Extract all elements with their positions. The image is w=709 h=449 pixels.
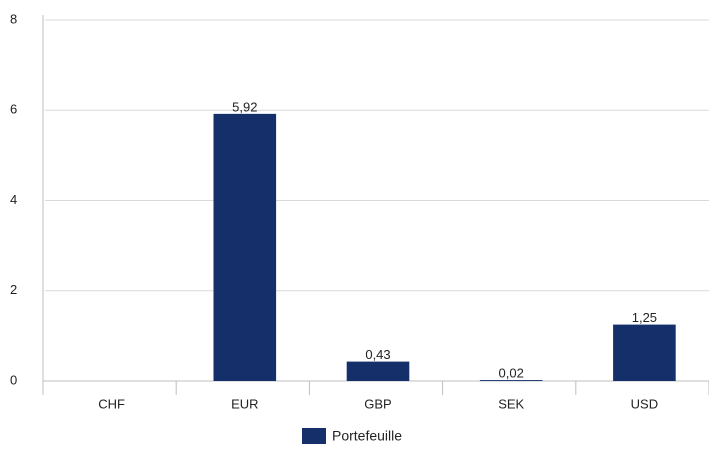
- y-tick-label: 4: [10, 192, 17, 207]
- data-label: 1,25: [632, 310, 657, 325]
- x-tick-label: USD: [631, 396, 658, 411]
- data-label: 5,92: [232, 99, 257, 114]
- y-tick-label: 8: [10, 11, 17, 26]
- x-tick-label: GBP: [364, 396, 391, 411]
- y-tick-label: 2: [10, 282, 17, 297]
- bar: [346, 361, 410, 381]
- x-tick-label: CHF: [98, 396, 125, 411]
- bar: [613, 324, 676, 381]
- data-label: 0,43: [365, 347, 390, 362]
- x-tick-label: EUR: [231, 396, 258, 411]
- bar: [213, 113, 277, 382]
- bar: [479, 380, 543, 381]
- legend-swatch: [302, 428, 326, 444]
- legend-label: Portefeuille: [332, 428, 402, 444]
- y-tick-label: 6: [10, 102, 17, 117]
- x-tick-label: SEK: [498, 396, 524, 411]
- data-label: 0,02: [499, 366, 524, 381]
- y-tick-label: 0: [10, 372, 17, 387]
